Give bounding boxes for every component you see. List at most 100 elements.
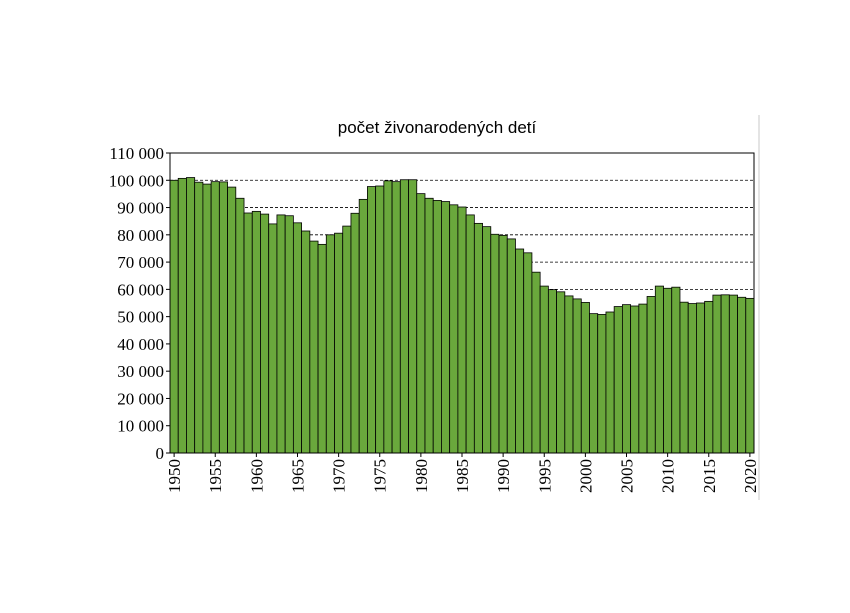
bar-2019 <box>737 296 747 454</box>
bar-1966 <box>301 230 311 454</box>
bar-2020 <box>745 297 755 454</box>
x-tick-label: 2010 <box>659 459 678 493</box>
bar-1952 <box>186 177 196 454</box>
bar-1982 <box>432 200 442 454</box>
bar-1967 <box>309 240 319 454</box>
x-tick-label: 1955 <box>206 459 225 493</box>
bar-1988 <box>482 226 492 454</box>
y-tick-label: 50 000 <box>117 308 164 327</box>
bar-2007 <box>638 303 648 454</box>
bar-1987 <box>473 222 483 454</box>
bar-2018 <box>728 294 738 454</box>
bar-1983 <box>441 201 451 454</box>
x-axis-ticks: 1950 1955 1960 1965 1970 1975 1980 1985 1990 1995… <box>165 453 760 493</box>
bar-1962 <box>268 223 278 454</box>
bar-1994 <box>531 271 541 454</box>
x-tick-label: 1965 <box>288 459 307 493</box>
x-tick-label: 2005 <box>618 459 637 493</box>
bar-2012 <box>679 301 689 454</box>
bar-1996 <box>547 289 557 454</box>
bar-2014 <box>696 302 706 454</box>
bar-1991 <box>506 238 516 454</box>
bar-2017 <box>720 294 730 454</box>
x-tick-label: 1970 <box>330 459 349 493</box>
y-tick-label: 60 000 <box>117 280 164 299</box>
bar-1981 <box>424 197 434 454</box>
bar-1971 <box>342 225 352 454</box>
bar-2000 <box>580 302 590 454</box>
y-tick-label: 80 000 <box>117 226 164 245</box>
y-tick-label: 10 000 <box>117 417 164 436</box>
chart-title: počet živonarodených detí <box>338 118 537 137</box>
x-tick-label: 1980 <box>412 459 431 493</box>
bar-1998 <box>564 295 574 454</box>
bar-2016 <box>712 294 722 454</box>
y-tick-label: 90 000 <box>117 199 164 218</box>
bar-1993 <box>523 252 533 454</box>
x-tick-label: 1950 <box>165 459 184 493</box>
bar-series <box>169 177 755 454</box>
bar-1986 <box>465 214 475 454</box>
bar-1973 <box>358 198 368 454</box>
bar-2003 <box>605 311 615 454</box>
bar-1972 <box>350 212 360 454</box>
bar-1985 <box>457 206 467 454</box>
y-axis-ticks: 0 10 000 20 000 30 000 40 000 50 000 60 000 70 … <box>109 144 170 463</box>
bar-2005 <box>621 304 632 454</box>
bar-1979 <box>408 179 418 454</box>
bar-1953 <box>194 181 204 454</box>
bar-1961 <box>260 213 270 454</box>
x-tick-label: 1975 <box>371 459 390 493</box>
bar-1968 <box>317 243 327 454</box>
bar-2011 <box>671 286 681 454</box>
y-tick-label: 110 000 <box>109 144 164 163</box>
y-tick-label: 30 000 <box>117 362 164 381</box>
bar-1997 <box>556 291 566 454</box>
bar-1976 <box>383 180 393 454</box>
bar-1964 <box>284 215 294 454</box>
bar-1984 <box>449 204 459 454</box>
y-tick-label: 70 000 <box>117 253 164 272</box>
bar-1956 <box>218 181 228 454</box>
x-tick-label: 2000 <box>576 459 595 493</box>
bar-1954 <box>202 183 212 454</box>
y-tick-label: 100 000 <box>109 171 164 190</box>
bar-1957 <box>227 186 237 454</box>
bar-1963 <box>276 214 286 454</box>
y-tick-label: 0 <box>156 444 165 463</box>
bar-1974 <box>367 186 377 454</box>
bar-2015 <box>704 300 714 454</box>
bar-1970 <box>334 232 344 454</box>
y-tick-label: 40 000 <box>117 335 164 354</box>
bar-2001 <box>589 313 599 454</box>
bar-1958 <box>235 197 245 454</box>
bar-1950 <box>169 179 179 454</box>
bar-2013 <box>687 303 697 454</box>
bar-1951 <box>177 177 187 454</box>
bar-2006 <box>630 305 640 454</box>
x-tick-label: 1960 <box>247 459 266 493</box>
bar-2004 <box>613 306 623 454</box>
y-tick-label: 20 000 <box>117 389 164 408</box>
bar-1980 <box>416 193 426 454</box>
bar-1977 <box>391 181 401 454</box>
bar-1959 <box>243 212 253 454</box>
bar-1999 <box>572 298 582 454</box>
bar-1989 <box>490 233 500 454</box>
bar-2009 <box>654 285 664 454</box>
bar-1995 <box>539 285 549 454</box>
x-tick-label: 1985 <box>453 459 472 493</box>
bar-1978 <box>399 179 409 454</box>
x-tick-label: 1995 <box>535 459 554 493</box>
bar-2002 <box>597 314 607 454</box>
bar-1960 <box>251 210 261 454</box>
bar-1969 <box>325 234 335 454</box>
bar-1965 <box>292 222 303 454</box>
bar-1975 <box>375 185 385 454</box>
x-tick-label: 1990 <box>494 459 513 493</box>
x-tick-label: 2015 <box>700 459 719 493</box>
bar-1992 <box>515 248 525 454</box>
bar-2008 <box>646 296 656 454</box>
x-tick-label: 2020 <box>741 459 760 493</box>
